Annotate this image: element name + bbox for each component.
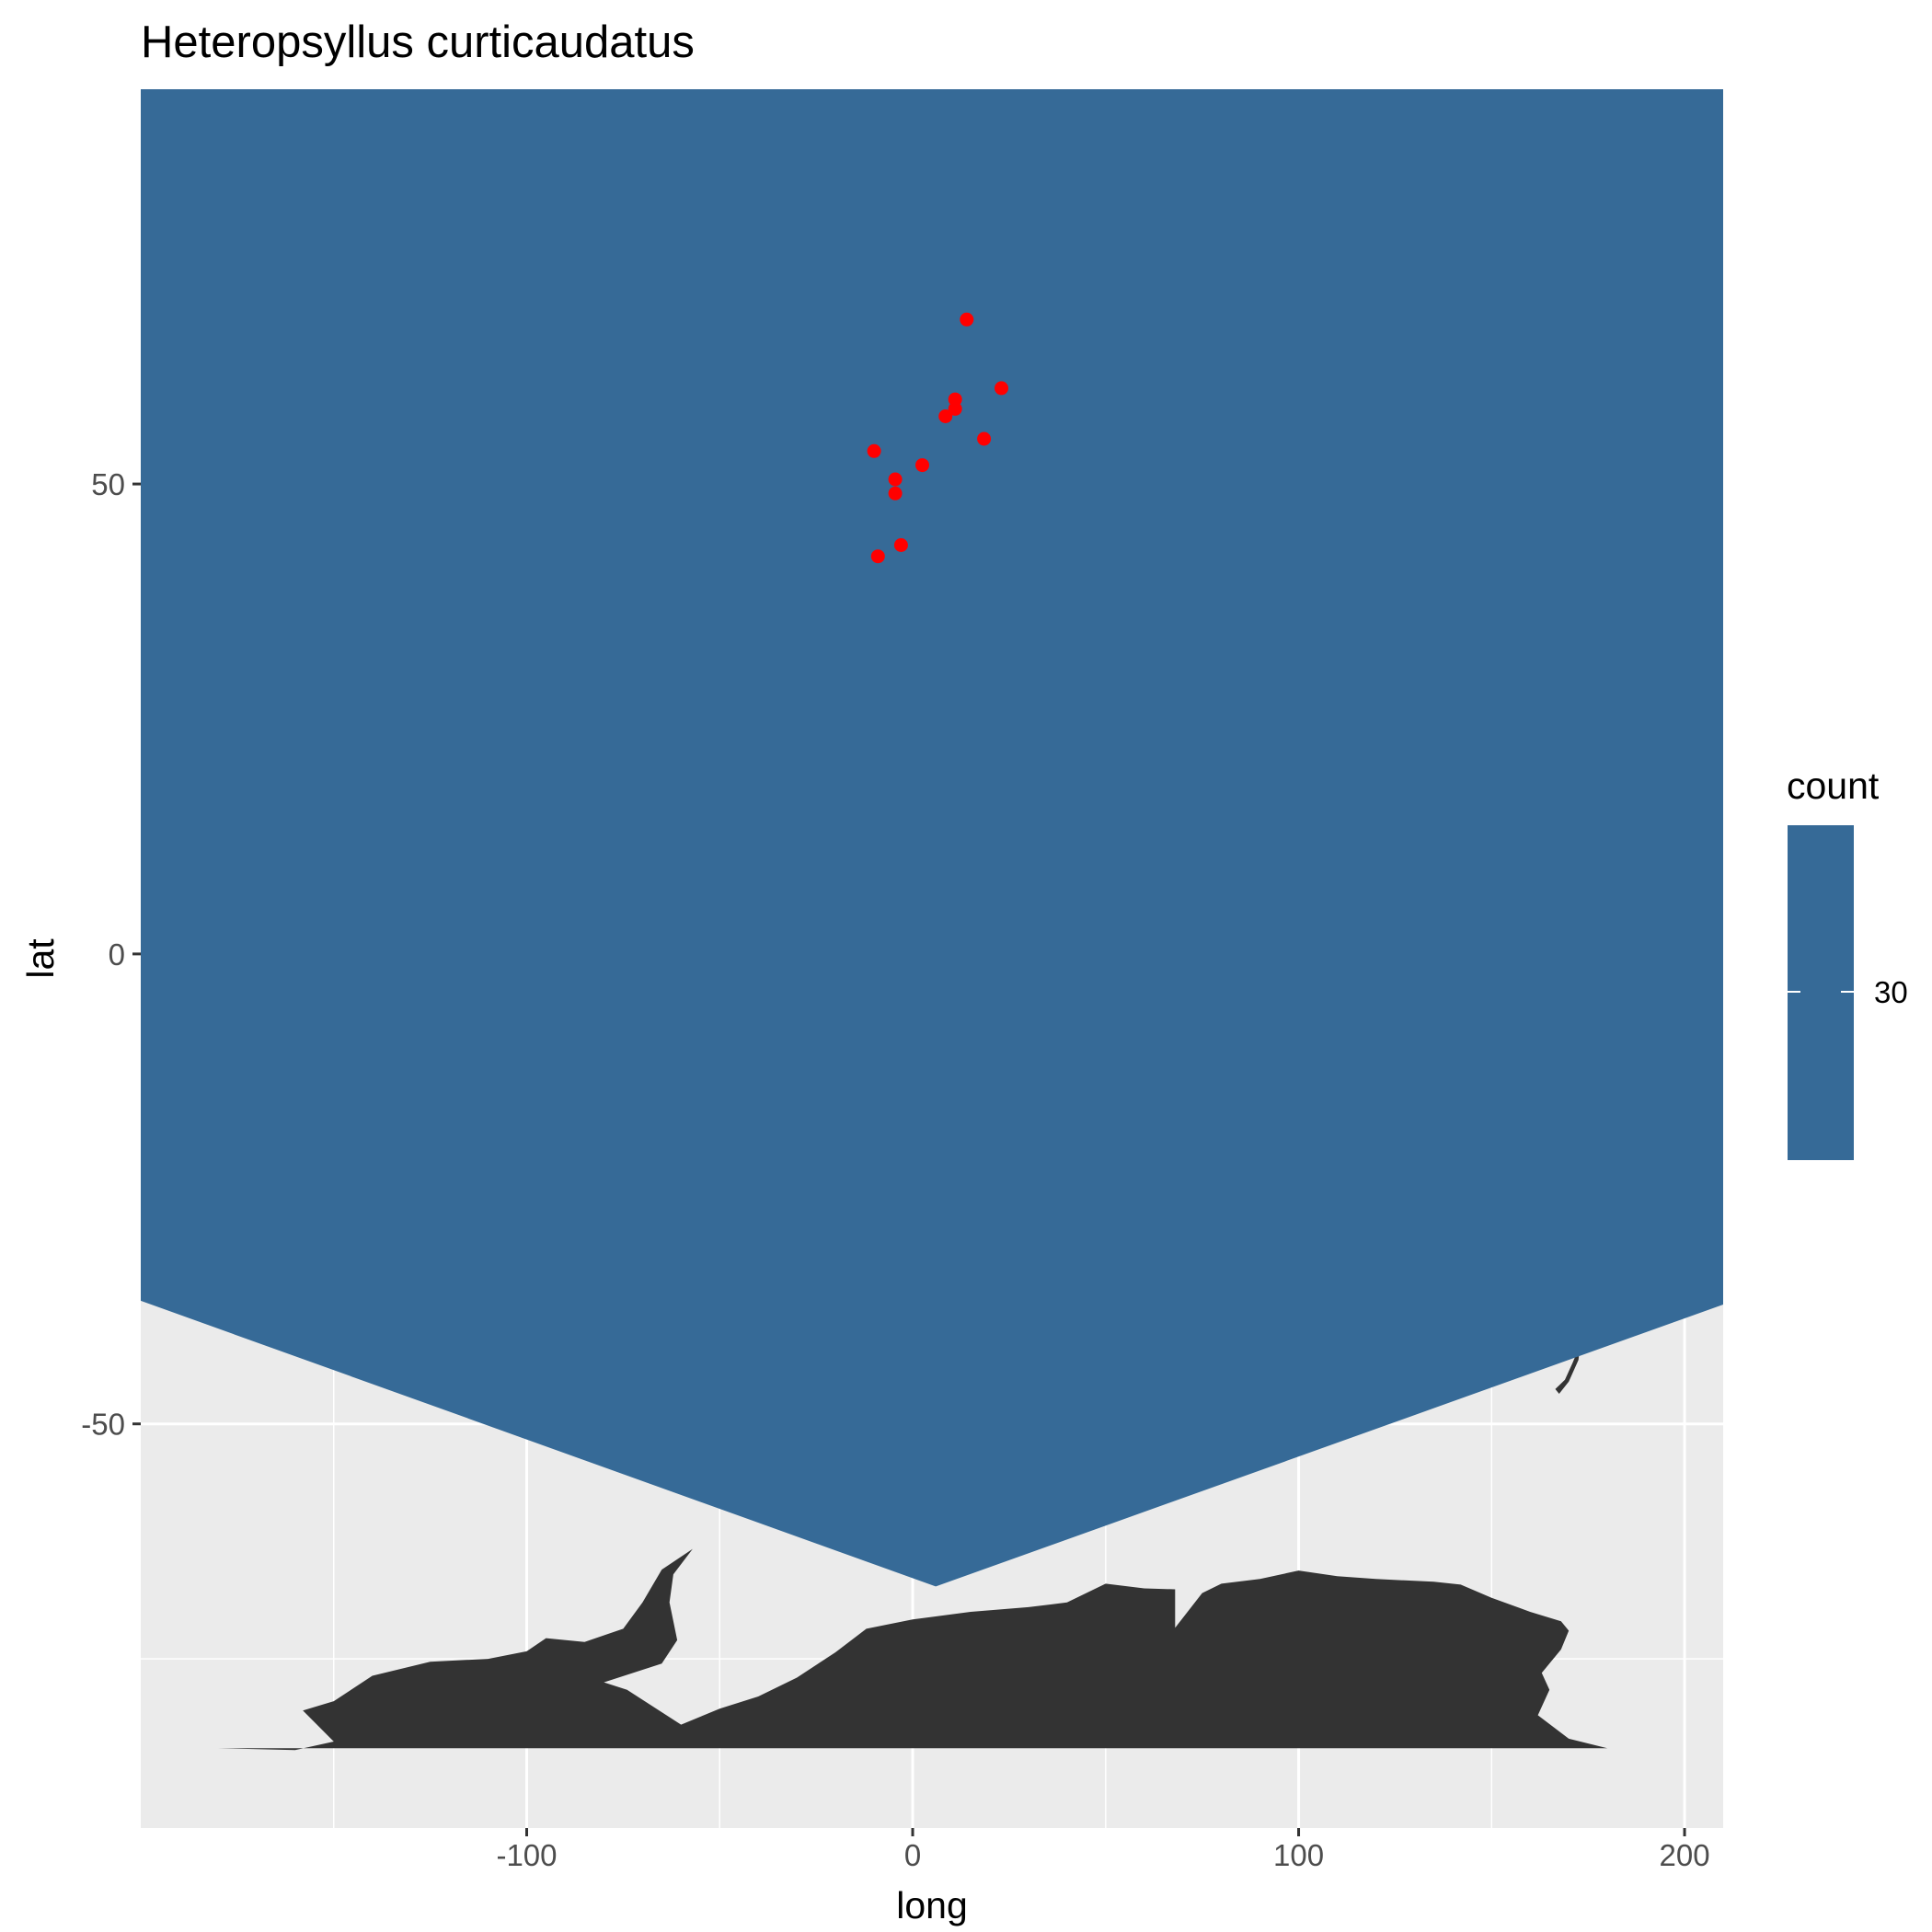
occurrence-point	[948, 392, 962, 407]
occurrence-point	[960, 312, 974, 327]
occurrence-point	[893, 538, 908, 552]
x-tick-label: 0	[904, 1838, 921, 1872]
density-fill	[141, 89, 1723, 1587]
occurrence-point	[870, 549, 885, 564]
occurrence-point	[938, 409, 953, 423]
y-tick-label: -50	[81, 1408, 125, 1442]
x-tick-label: 200	[1660, 1838, 1710, 1872]
occurrence-point	[888, 486, 903, 500]
x-tick-label: -100	[496, 1838, 557, 1872]
occurrence-point	[995, 381, 1008, 396]
density-polygon	[141, 89, 1723, 1587]
y-tick-label: 0	[109, 937, 125, 972]
land-polygon	[1555, 1343, 1581, 1394]
occurrence-point	[867, 443, 881, 458]
occurrence-point	[977, 431, 992, 446]
legend-title: count	[1787, 765, 1880, 807]
legend-ticks: 30	[1788, 975, 1908, 1009]
chart-title: Heteropsyllus curticaudatus	[141, 17, 695, 67]
legend: count 30	[1787, 765, 1908, 1160]
x-axis: -100 0 100 200	[496, 1828, 1710, 1872]
y-axis-title: lat	[19, 938, 62, 979]
y-tick-label: 50	[91, 467, 125, 501]
occurrence-point	[915, 458, 929, 473]
antarctica-land	[217, 1343, 1608, 1751]
occurrence-points	[867, 312, 1008, 564]
y-axis: -50 0 50	[81, 467, 141, 1442]
occurrence-point	[888, 472, 903, 487]
occurrence-point	[948, 401, 962, 416]
x-tick-label: 100	[1273, 1838, 1324, 1872]
plot-panel	[141, 89, 1723, 1828]
legend-label: 30	[1874, 975, 1908, 1009]
x-axis-title: long	[896, 1884, 968, 1926]
land-polygon	[217, 1548, 1608, 1751]
